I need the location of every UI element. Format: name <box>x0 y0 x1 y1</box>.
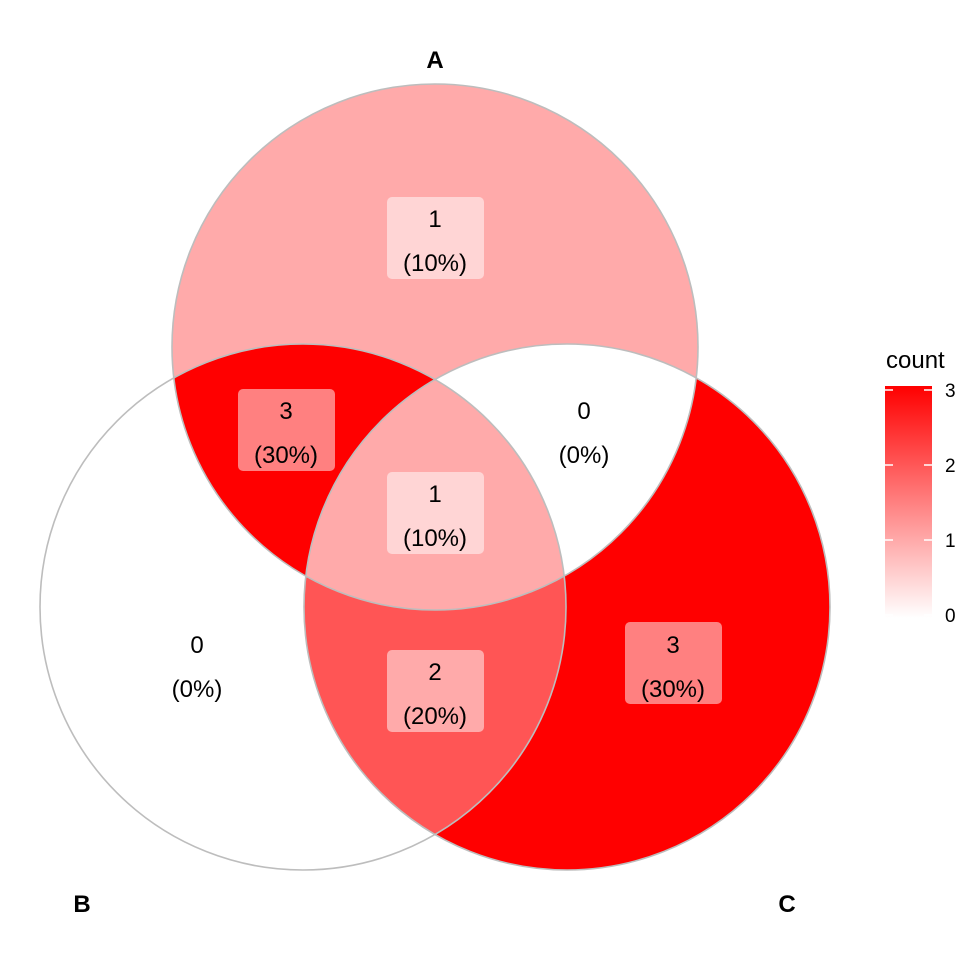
count-b-only: 0 <box>190 632 203 659</box>
percent-abc: (10%) <box>403 525 467 552</box>
set-label-a: A <box>426 47 443 74</box>
legend-tick-label-0: 0 <box>945 606 956 627</box>
region-labels: 1 (10%) 3 (30%) 0 (0%) 1 (10%) 0 (0%) 2 … <box>172 197 722 732</box>
legend: count 3 2 1 0 <box>885 347 956 627</box>
legend-colorbar <box>885 386 932 618</box>
percent-ab-only: (30%) <box>254 442 318 469</box>
set-label-c: C <box>778 891 795 918</box>
label-box-ab-only <box>238 389 335 471</box>
legend-tick-label-3: 3 <box>945 381 956 402</box>
set-b-outline <box>39 343 567 871</box>
count-ac-only: 0 <box>577 398 590 425</box>
percent-c-only: (30%) <box>641 676 705 703</box>
region-c-only <box>304 344 830 870</box>
label-box-c-only <box>625 622 722 704</box>
set-label-b: B <box>73 891 90 918</box>
percent-b-only: (0%) <box>172 676 223 703</box>
label-box-abc <box>387 472 484 554</box>
count-a-only: 1 <box>428 206 441 233</box>
percent-a-only: (10%) <box>403 250 467 277</box>
legend-title: count <box>886 347 945 374</box>
set-c-outline <box>303 343 831 871</box>
count-ab-only: 3 <box>279 398 292 425</box>
percent-bc-only: (20%) <box>403 703 467 730</box>
label-box-a-only <box>387 197 484 279</box>
legend-tick-marks <box>885 389 932 616</box>
label-box-bc-only <box>387 650 484 732</box>
percent-ac-only: (0%) <box>559 442 610 469</box>
legend-tick-label-1: 1 <box>945 531 956 552</box>
count-abc: 1 <box>428 481 441 508</box>
set-a-outline <box>171 83 699 611</box>
count-bc-only: 2 <box>428 659 441 686</box>
set-outlines <box>39 83 831 871</box>
legend-tick-label-2: 2 <box>945 456 956 477</box>
count-c-only: 3 <box>666 632 679 659</box>
